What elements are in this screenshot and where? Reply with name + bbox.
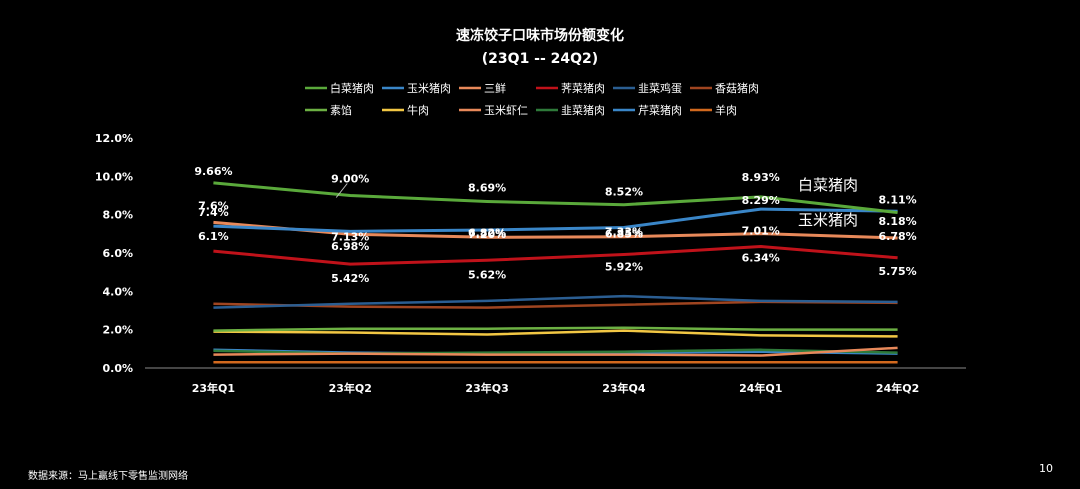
x-tick-label: 24年Q1 [739, 381, 782, 395]
series-line [213, 244, 898, 266]
series-line [213, 181, 898, 215]
series-line [213, 220, 898, 240]
y-tick-label: 4.0% [102, 285, 133, 298]
series-annotation: 白菜猪肉 [798, 176, 858, 194]
series-annotation: 玉米猪肉 [798, 211, 858, 229]
data-label: 5.92% [605, 261, 643, 274]
y-tick-label: 0.0% [102, 362, 133, 375]
legend-label: 荠菜猪肉 [561, 82, 605, 95]
data-label: 9.66% [194, 165, 232, 178]
data-label: 6.1% [198, 230, 229, 243]
data-label: 8.69% [468, 181, 506, 194]
legend-label: 牛肉 [407, 103, 429, 117]
data-labels: 9.66% 9.00% 8.69% 8.52% 8.93% 8.11% 7.4% 7.13% 7… [194, 165, 916, 285]
data-label: 6.82% [468, 226, 506, 239]
series-line [213, 346, 898, 357]
data-label: 5.75% [878, 265, 916, 278]
data-label: 6.98% [331, 240, 369, 253]
data-label: 7.6% [198, 199, 229, 212]
legend-label: 韭菜猪肉 [561, 104, 605, 117]
label-leader-line [335, 183, 348, 198]
y-axis: 0.0% 2.0% 4.0% 6.0% 8.0% 10.0% 12.0% [95, 132, 966, 375]
data-label: 8.11% [878, 194, 916, 207]
legend-label: 香菇猪肉 [715, 81, 759, 95]
legend-label: 玉米虾仁 [484, 104, 528, 117]
data-label: 8.29% [742, 194, 780, 207]
data-label: 8.52% [605, 186, 643, 199]
data-label: 7.33% [605, 226, 643, 239]
legend-label: 芹菜猪肉 [638, 104, 682, 117]
data-label: 6.85% [605, 228, 643, 241]
legend-label: 素馅 [330, 103, 352, 117]
x-tick-label: 23年Q4 [602, 381, 646, 395]
data-label: 7.13% [331, 230, 369, 243]
y-tick-label: 2.0% [102, 324, 133, 337]
x-tick-label: 23年Q3 [465, 381, 508, 395]
x-tick-label: 23年Q2 [329, 381, 372, 395]
x-tick-label: 24年Q2 [876, 381, 919, 395]
series-line [213, 207, 898, 233]
y-tick-label: 6.0% [102, 247, 133, 260]
data-label: 5.62% [468, 268, 506, 281]
page-number: 10 [1039, 462, 1053, 475]
legend-label: 白菜猪肉 [330, 81, 374, 95]
series-line [213, 329, 898, 338]
data-label: 9.00% [331, 173, 369, 186]
data-source-note: 数据来源：马上赢线下零售监测网络 [28, 469, 188, 482]
data-label: 7.4% [198, 206, 229, 219]
data-label: 7.20% [468, 228, 506, 241]
x-axis: 23年Q1 23年Q2 23年Q3 23年Q4 24年Q1 24年Q2 [192, 381, 919, 395]
chart-subtitle: (23Q1 -- 24Q2) [482, 51, 598, 67]
legend-label: 三鲜 [484, 81, 506, 95]
data-label: 8.93% [742, 171, 780, 184]
y-tick-label: 10.0% [95, 170, 133, 183]
data-label: 6.34% [742, 251, 780, 264]
series-line [213, 326, 898, 332]
y-tick-label: 8.0% [102, 209, 133, 222]
legend-label: 羊肉 [715, 103, 737, 117]
legend-label: 韭菜鸡蛋 [638, 81, 682, 95]
chart-title: 速冻饺子口味市场份额变化 [456, 27, 624, 44]
data-label: 6.78% [878, 230, 916, 243]
series-line [213, 294, 898, 309]
data-label: 5.42% [331, 272, 369, 285]
legend-label: 玉米猪肉 [407, 82, 451, 95]
series-lines [213, 181, 898, 364]
data-label: 8.18% [878, 215, 916, 228]
data-label: 7.01% [742, 225, 780, 238]
y-tick-label: 12.0% [95, 132, 133, 145]
x-tick-label: 23年Q1 [192, 381, 235, 395]
